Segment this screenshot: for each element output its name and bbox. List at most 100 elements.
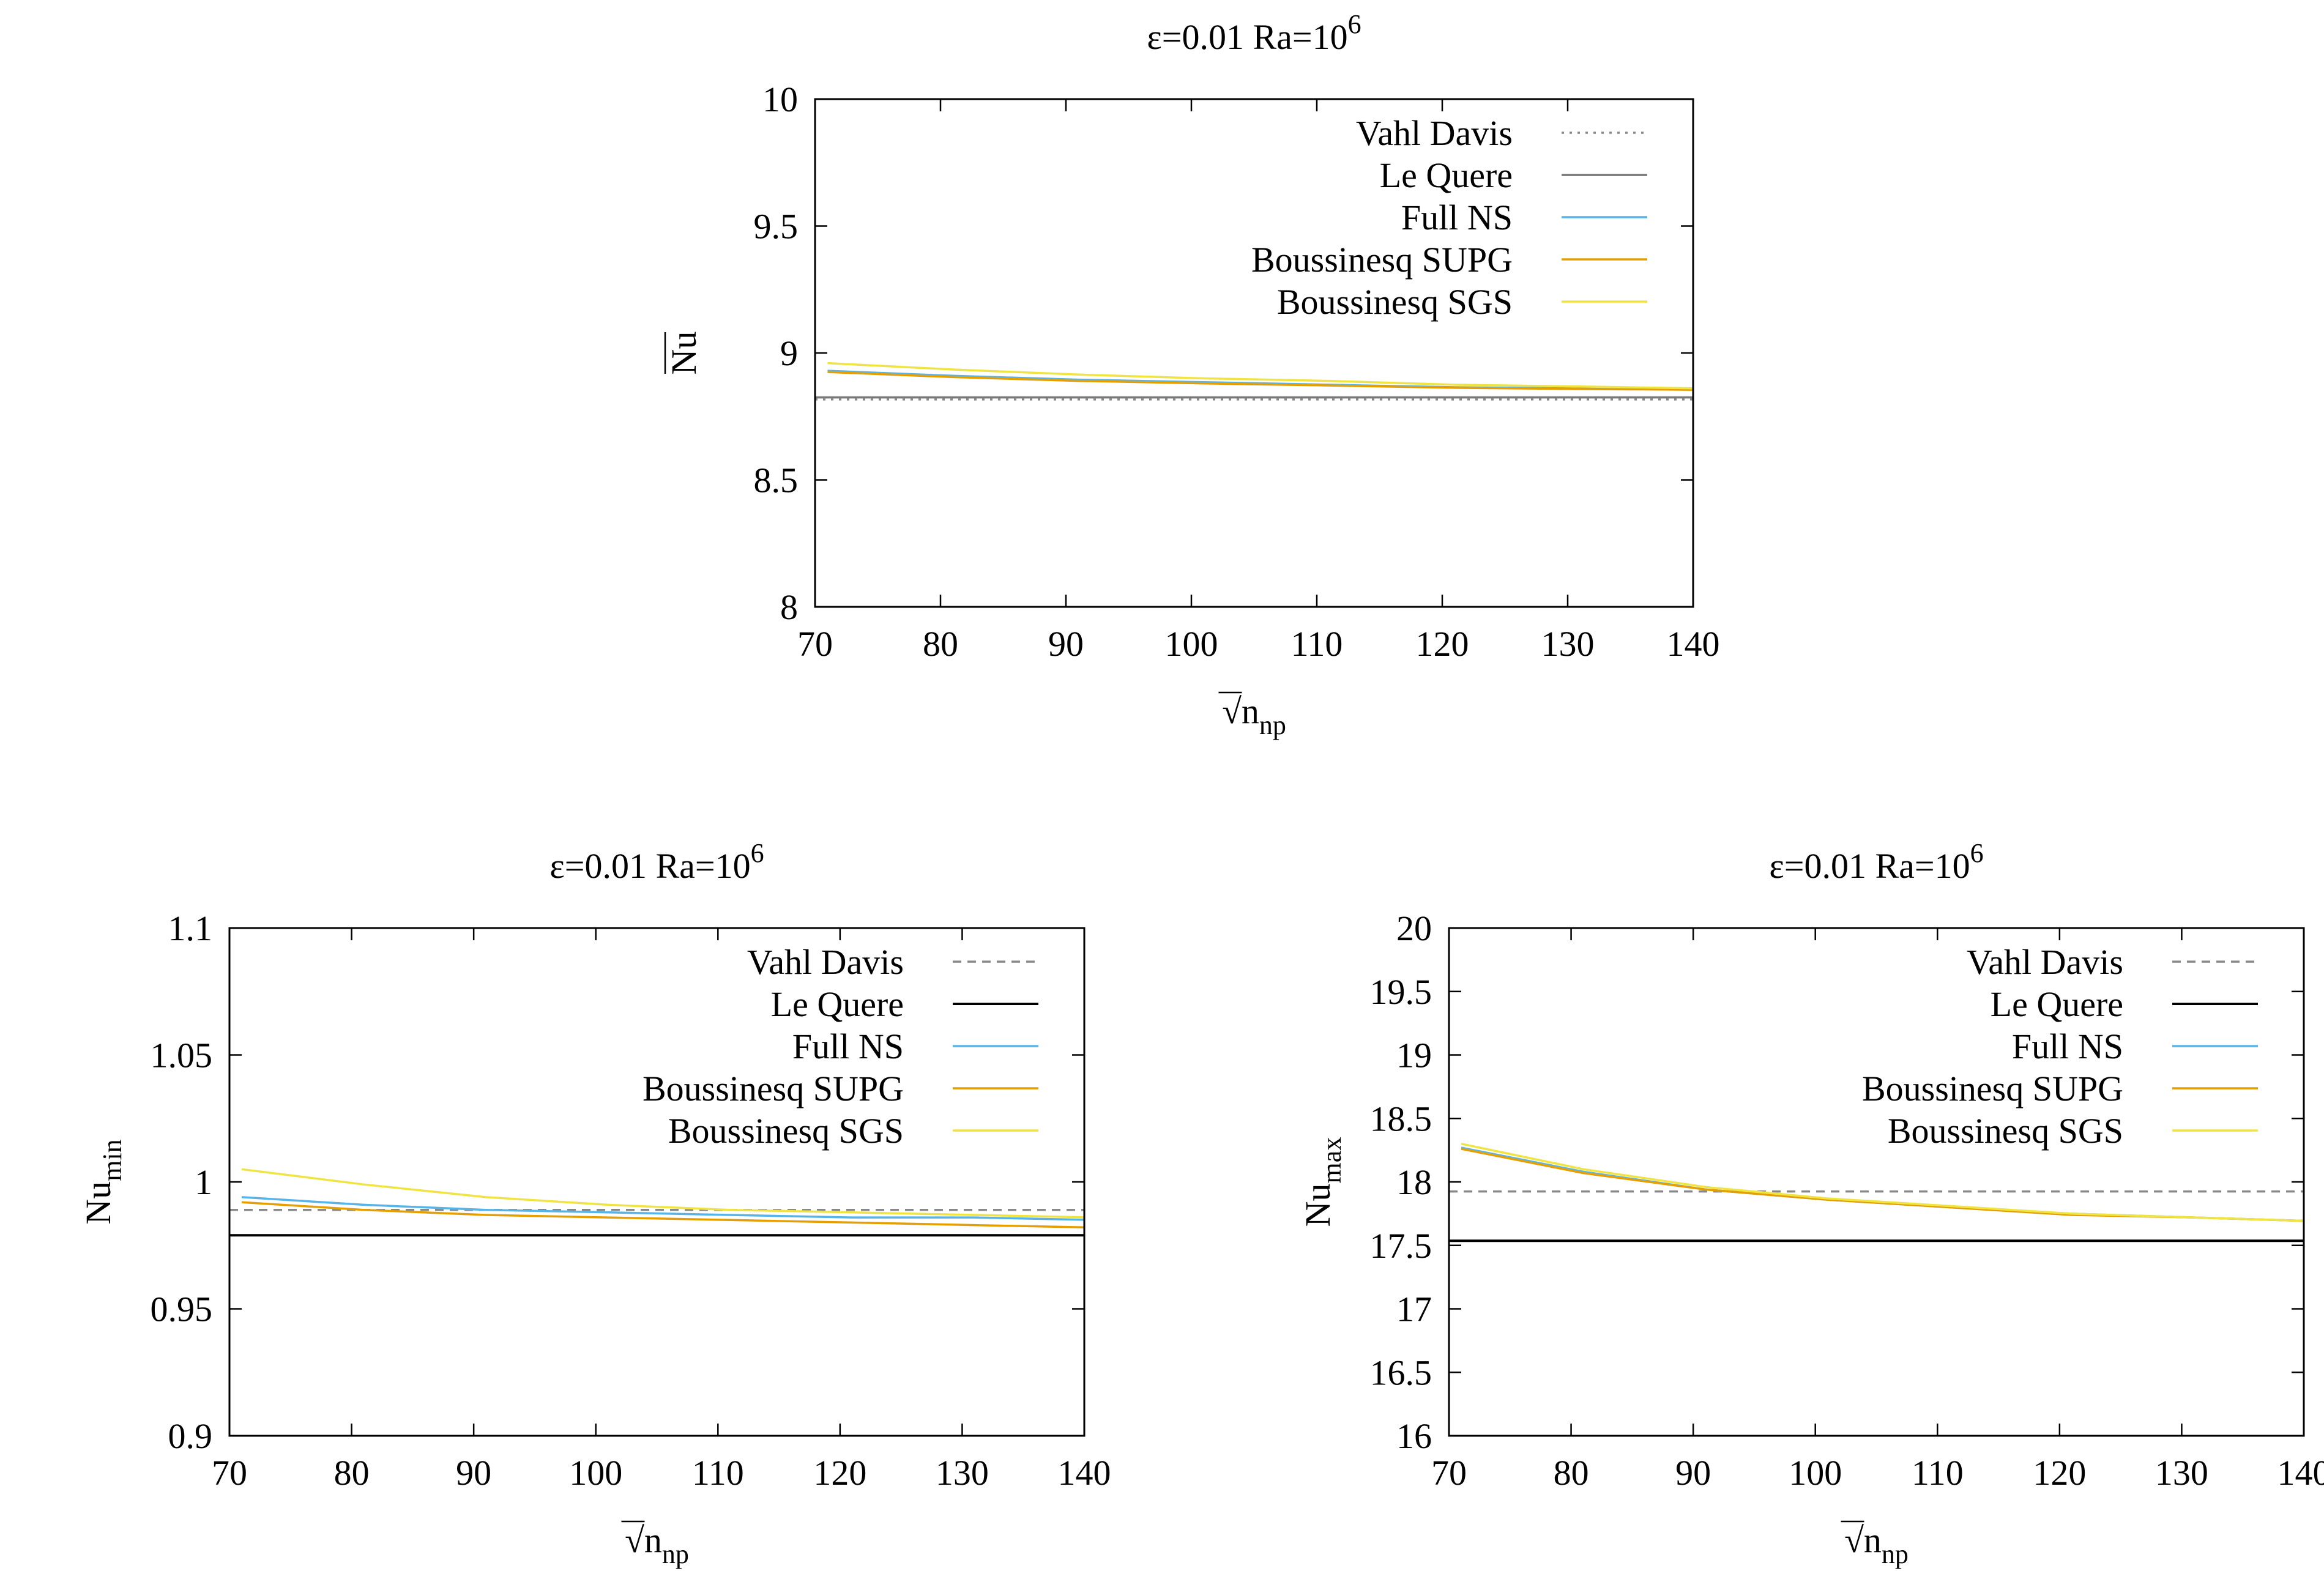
chart-title: ε=0.01 Ra=106 (1147, 9, 1361, 57)
x-axis-label-sub: np (1259, 710, 1286, 740)
series-line-full-ns (241, 1196, 1084, 1221)
series-line-boussinesq-supg (241, 1201, 1084, 1229)
x-tick-label: 140 (1667, 624, 1720, 664)
series-line-boussinesq-sgs (241, 1168, 1084, 1219)
x-tick-label: 80 (1554, 1453, 1589, 1493)
y-axis-label-main: Nu (78, 1181, 118, 1225)
y-axis-label-sub: max (1317, 1137, 1347, 1184)
y-tick-label: 9 (780, 333, 798, 373)
y-tick-label: 9.5 (754, 207, 799, 247)
y-axis-label-main: Nu (1298, 1183, 1338, 1227)
chart-title-exponent: 6 (751, 838, 764, 868)
chart-title: ε=0.01 Ra=106 (1769, 838, 1983, 886)
x-axis-label: √nnp (625, 1520, 689, 1569)
plot-frame (228, 927, 1086, 1437)
chart-title-main: ε=0.01 Ra=10 (1769, 846, 1970, 886)
legend-label: Vahl Davis (747, 942, 904, 982)
y-tick-label: 17.5 (1370, 1226, 1432, 1266)
y-tick-label: 1.05 (151, 1036, 213, 1075)
chart-panel-1: ε=0.01 Ra=106 70 80 90 100 110 120 130 140 0.9 0.9… (78, 838, 1111, 1569)
chart-title: ε=0.01 Ra=106 (549, 838, 764, 886)
x-tick-label: 90 (456, 1453, 491, 1493)
chart-title-main: ε=0.01 Ra=10 (549, 846, 750, 886)
legend-label: Full NS (2012, 1027, 2123, 1066)
series-group (815, 362, 1693, 401)
y-tick-label: 18.5 (1370, 1099, 1432, 1138)
x-tick-label: 110 (1912, 1453, 1964, 1493)
x-tick-label: 90 (1048, 624, 1084, 664)
series-line-boussinesq-sgs (1461, 1142, 2304, 1222)
x-tick-label: 110 (692, 1453, 744, 1493)
y-axis-label-sub: min (97, 1139, 127, 1181)
chart-panel-2: ε=0.01 Ra=106 70 80 90 100 110 120 130 140 16 16.5… (1298, 838, 2324, 1569)
y-tick-label: 19.5 (1370, 972, 1432, 1012)
y-tick-label: 8 (780, 587, 798, 627)
series-line-boussinesq-sgs (827, 362, 1693, 390)
x-tick-label: 130 (1541, 624, 1595, 664)
legend-label: Full NS (792, 1027, 904, 1066)
plot-frame (1448, 927, 2305, 1437)
x-axis-label-sub: np (662, 1539, 689, 1569)
y-tick-label: 1.1 (168, 908, 213, 948)
x-tick-label: 120 (2033, 1453, 2086, 1493)
x-tick-label: 80 (923, 624, 958, 664)
x-axis-label-main: √n (1844, 1520, 1882, 1560)
x-tick-label: 90 (1675, 1453, 1711, 1493)
y-axis-label-main: Nu (664, 332, 704, 375)
x-tick-label: 100 (569, 1453, 622, 1493)
x-tick-label: 100 (1789, 1453, 1842, 1493)
series-group (229, 1168, 1084, 1237)
y-tick-label: 20 (1396, 908, 1432, 948)
legend-label: Full NS (1401, 198, 1513, 237)
chart-title-exponent: 6 (1970, 838, 1984, 868)
y-tick-label: 0.9 (168, 1416, 213, 1456)
chart-title-main: ε=0.01 Ra=10 (1147, 17, 1347, 57)
series-group (1449, 1142, 2304, 1242)
x-tick-label: 80 (334, 1453, 370, 1493)
x-tick-label: 130 (2155, 1453, 2208, 1493)
x-tick-label: 120 (1416, 624, 1469, 664)
y-tick-label: 1 (195, 1162, 212, 1202)
legend-label: Boussinesq SUPG (1862, 1069, 2123, 1109)
series-line-boussinesq-supg (827, 371, 1693, 391)
x-tick-label: 70 (212, 1453, 247, 1493)
x-axis-label-main: √n (1222, 691, 1259, 731)
y-tick-label: 16.5 (1370, 1353, 1432, 1392)
y-tick-label: 0.95 (151, 1290, 213, 1329)
y-axis-label: Numax (1298, 1137, 1347, 1227)
legend-label: Boussinesq SUPG (1251, 240, 1513, 280)
x-tick-label: 140 (1058, 1453, 1111, 1493)
y-axis-label: Nu (664, 332, 704, 375)
chart-panel-0: ε=0.01 Ra=106 70 80 90 100 110 120 130 140 8 8.5 9 9… (664, 9, 1720, 740)
legend-label: Boussinesq SGS (1277, 282, 1513, 322)
x-tick-label: 140 (2277, 1453, 2324, 1493)
legend-label: Le Quere (1380, 155, 1513, 195)
x-tick-label: 100 (1165, 624, 1218, 664)
legend-label: Le Quere (1991, 984, 2123, 1024)
y-tick-label: 10 (762, 80, 798, 119)
y-tick-label: 8.5 (754, 461, 799, 500)
x-tick-label: 120 (813, 1453, 866, 1493)
x-tick-label: 70 (797, 624, 833, 664)
y-tick-label: 17 (1396, 1290, 1432, 1329)
x-tick-label: 130 (936, 1453, 989, 1493)
legend-label: Vahl Davis (1967, 942, 2123, 982)
legend-label: Boussinesq SUPG (642, 1069, 904, 1109)
y-axis-label: Numin (78, 1139, 127, 1224)
legend-label: Vahl Davis (1356, 113, 1513, 153)
legend-label: Boussinesq SGS (1888, 1111, 2123, 1151)
legend-label: Boussinesq SGS (668, 1111, 904, 1151)
y-tick-label: 19 (1396, 1036, 1432, 1075)
x-axis-label-main: √n (625, 1520, 662, 1560)
x-tick-label: 110 (1291, 624, 1343, 664)
x-tick-label: 70 (1431, 1453, 1467, 1493)
x-axis-label: √nnp (1222, 691, 1286, 740)
y-tick-label: 18 (1396, 1162, 1432, 1202)
x-axis-label: √nnp (1844, 1520, 1909, 1569)
plot-frame (814, 98, 1694, 608)
x-axis-label-sub: np (1882, 1539, 1909, 1569)
legend-label: Le Quere (771, 984, 904, 1024)
y-tick-label: 16 (1396, 1416, 1432, 1456)
chart-title-exponent: 6 (1348, 9, 1361, 39)
